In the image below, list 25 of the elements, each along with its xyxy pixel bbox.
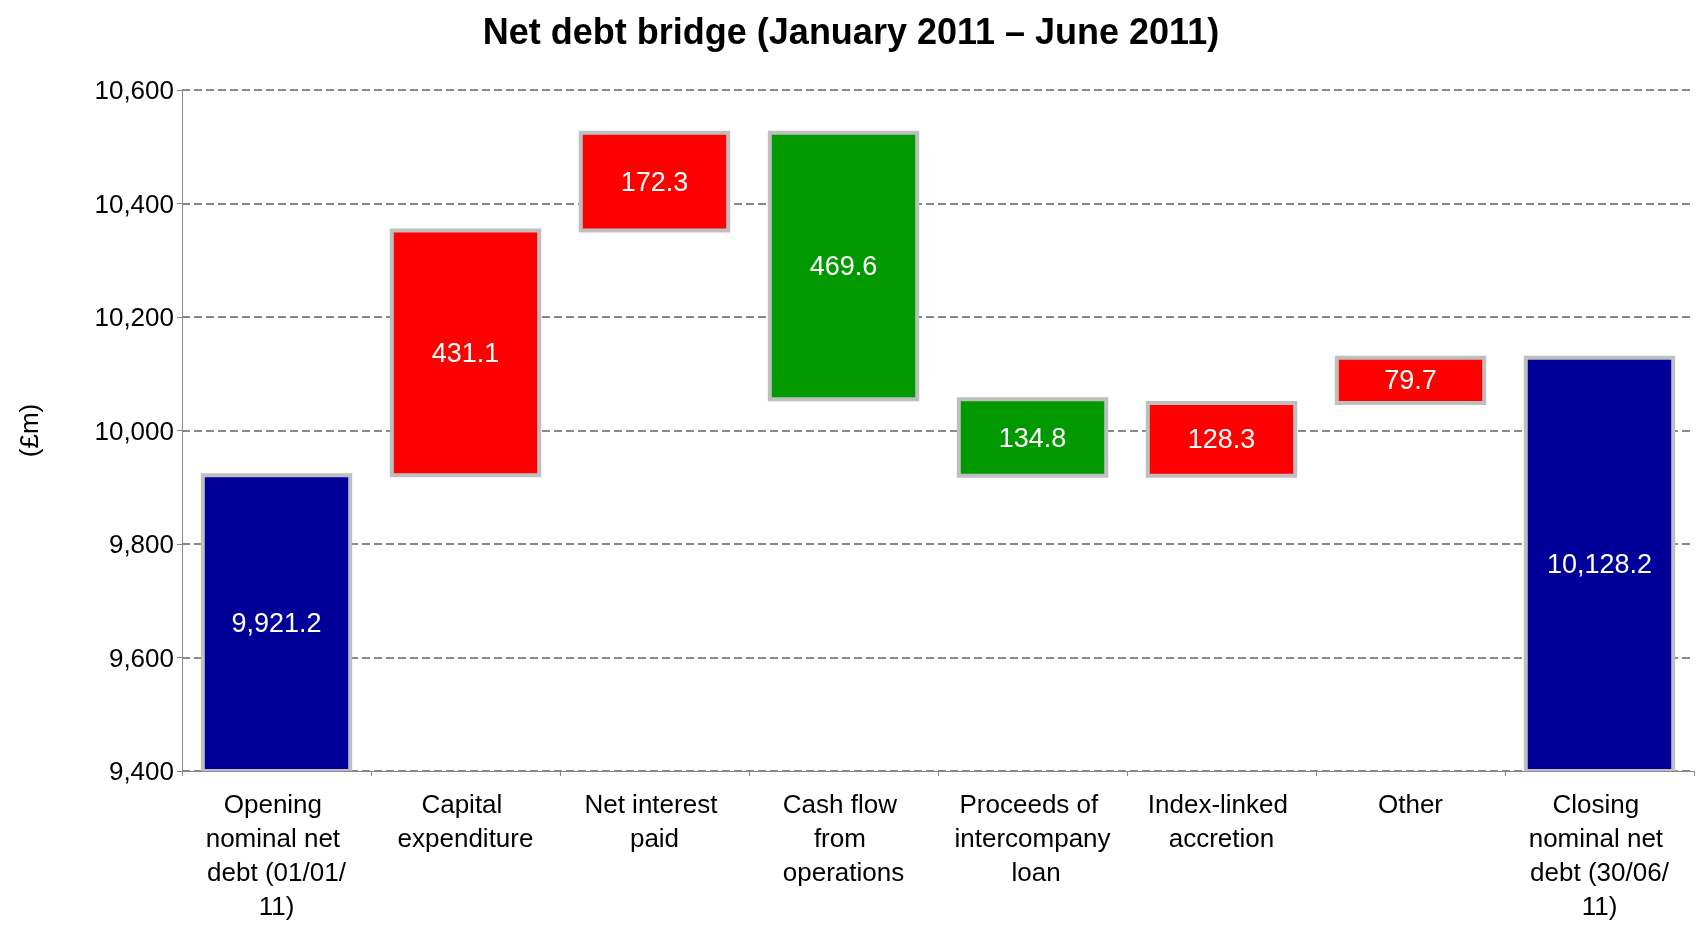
y-tick-label: 9,400 xyxy=(108,756,174,786)
y-axis-title: (£m) xyxy=(14,403,44,458)
y-tick-label: 10,200 xyxy=(94,302,174,332)
data-label: 128.3 xyxy=(1187,424,1256,455)
x-tick-label: Opening nominal net debt (01/01/11) xyxy=(205,789,348,921)
x-tick-label: Cash flow from operations xyxy=(782,789,905,887)
y-tick-label: 9,800 xyxy=(108,529,174,559)
data-label: 469.6 xyxy=(809,251,878,282)
data-label: 10,128.2 xyxy=(1546,549,1653,580)
x-tick-label: Index-linked accretion xyxy=(1147,789,1296,853)
x-tick-label: Other xyxy=(1377,789,1444,819)
chart-title: Net debt bridge (January 2011 – June 2011) xyxy=(482,10,1220,52)
x-tick-label: Proceeds of intercompany loan xyxy=(954,789,1111,887)
data-label: 134.8 xyxy=(998,422,1067,453)
data-label: 79.7 xyxy=(1384,365,1437,396)
y-tick-label: 10,600 xyxy=(94,75,174,105)
x-tick-label: Closing nominal net debt (30/06/11) xyxy=(1528,789,1671,921)
y-tick-label: 10,400 xyxy=(94,188,174,219)
data-label: 431.1 xyxy=(431,337,500,368)
x-tick-label: Capital expenditure xyxy=(397,789,534,853)
data-label: 9,921.2 xyxy=(231,608,322,639)
y-tick-label: 10,000 xyxy=(94,415,174,446)
y-tick-label: 9,600 xyxy=(108,642,174,673)
x-tick-label: Net interest paid xyxy=(584,789,725,853)
data-label: 172.3 xyxy=(620,166,689,197)
